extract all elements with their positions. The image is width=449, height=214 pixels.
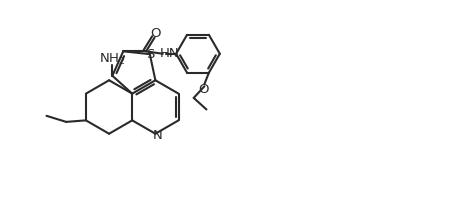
Text: NH$_2$: NH$_2$ (99, 52, 126, 67)
Text: N: N (153, 129, 163, 142)
Text: O: O (150, 27, 160, 40)
Text: HN: HN (159, 47, 179, 60)
Text: S: S (145, 48, 154, 61)
Text: O: O (198, 83, 209, 96)
